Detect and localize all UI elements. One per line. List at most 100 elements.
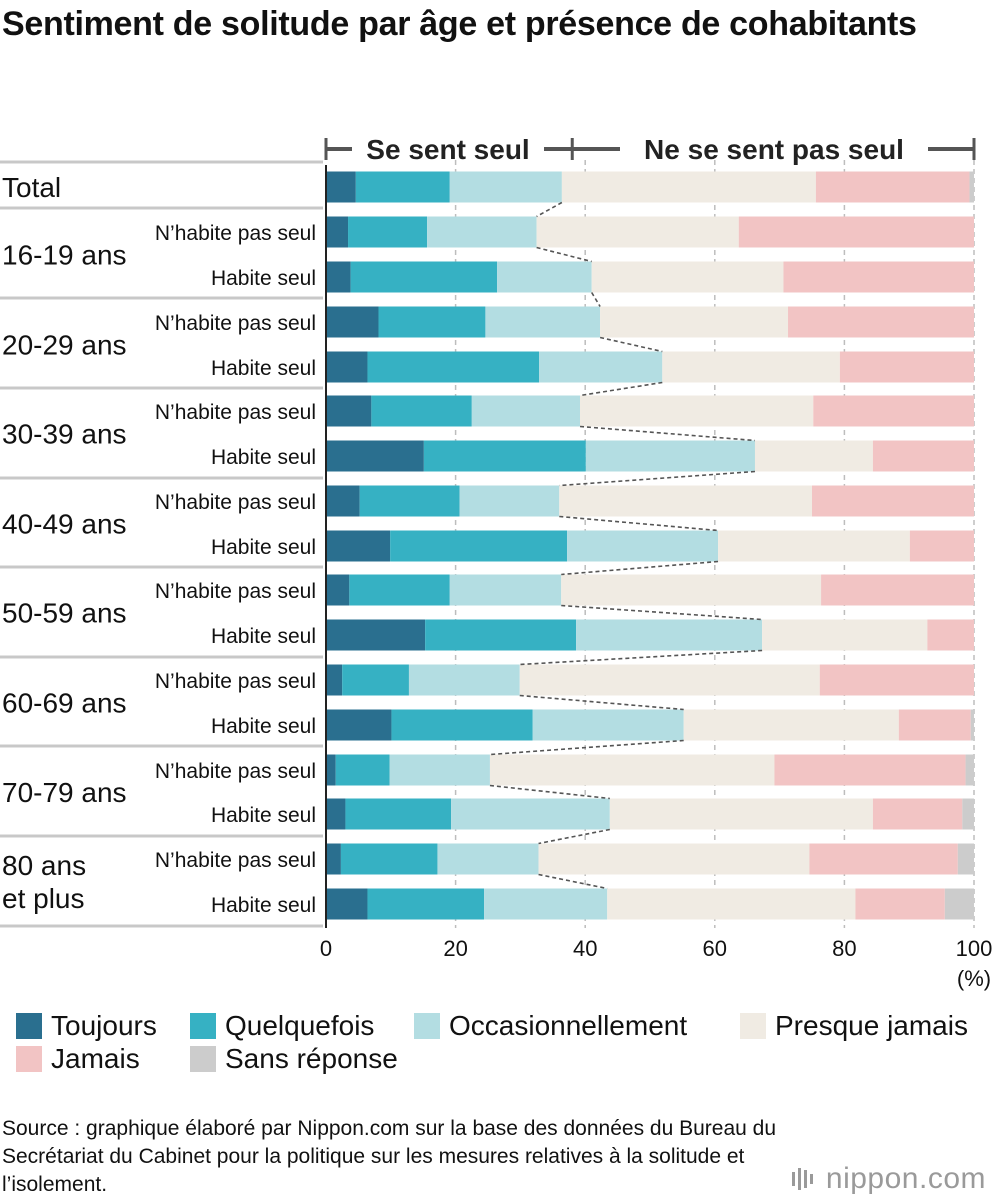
x-tick-label: 20	[443, 936, 467, 961]
row-label: Habite seul	[211, 625, 316, 648]
bar-segment	[567, 530, 719, 562]
connector-line	[559, 515, 719, 532]
group-label: 50-59 ans	[2, 598, 127, 629]
nippon-logo: nippon.com	[790, 1162, 986, 1196]
connector-line	[489, 739, 684, 756]
bar-segment	[345, 798, 452, 830]
connector-line	[538, 873, 608, 890]
bar-segment	[839, 351, 974, 383]
bar-segment	[423, 440, 586, 472]
bar-segment	[821, 574, 974, 606]
bar-segment	[813, 395, 974, 427]
bar-segment	[326, 306, 379, 338]
x-tick-label: 0	[320, 936, 332, 961]
bar-segment	[335, 754, 390, 786]
bar-segment	[561, 574, 822, 606]
bar-segment	[815, 171, 970, 203]
bar-segment	[471, 395, 581, 427]
group-label: 80 ans	[2, 850, 86, 881]
row-label: N’habite pas seul	[155, 580, 316, 603]
bar-segment	[762, 619, 928, 651]
bar-segment	[425, 619, 577, 651]
row-label: N’habite pas seul	[155, 670, 316, 693]
legend-swatch	[740, 1013, 766, 1039]
bar-segment	[326, 440, 424, 472]
connector-line	[561, 560, 719, 576]
row-label: N’habite pas seul	[155, 849, 316, 872]
row-label: Habite seul	[211, 446, 316, 469]
connector-line	[536, 201, 563, 218]
bar-segment	[326, 619, 426, 651]
bar-segment	[609, 798, 873, 830]
bar-segment	[350, 261, 498, 293]
logo-mark-icon	[791, 1168, 813, 1190]
bar-segment	[326, 798, 346, 830]
bar-segment	[449, 574, 562, 606]
legend-label: Sans réponse	[225, 1043, 398, 1074]
bar-segment	[962, 798, 974, 830]
bar-segment	[591, 261, 784, 293]
bar-segment	[348, 216, 428, 248]
bar-segment	[561, 171, 816, 203]
bar-segment	[957, 843, 974, 875]
bar-segment	[927, 619, 974, 651]
bracket-label-pas-seul: Ne se sent pas seul	[644, 134, 904, 165]
bar-segment	[559, 485, 812, 517]
chart-title: Sentiment de solitude par âge et présenc…	[2, 5, 917, 43]
group-label: Total	[2, 172, 61, 203]
row-label: N’habite pas seul	[155, 312, 316, 335]
bar-segment	[898, 709, 971, 741]
bar-segment	[738, 216, 974, 248]
legend-label: Occasionnellement	[449, 1010, 688, 1041]
bar-segment	[359, 485, 460, 517]
bar-segment	[326, 485, 360, 517]
bar-segment	[683, 709, 899, 741]
row-label: Habite seul	[211, 894, 316, 917]
bar-segment	[371, 395, 472, 427]
connector-line	[590, 292, 601, 307]
bar-segment	[969, 171, 974, 203]
bar-segment	[427, 216, 537, 248]
bar-segment	[390, 530, 568, 562]
bar-segment	[576, 619, 763, 651]
row-label: N’habite pas seul	[155, 491, 316, 514]
row-label: Habite seul	[211, 267, 316, 290]
group-label: 30-39 ans	[2, 419, 127, 450]
bar-segment	[326, 888, 368, 920]
legend-label: Jamais	[51, 1043, 140, 1074]
connector-line	[489, 784, 610, 800]
row-label: Habite seul	[211, 804, 316, 827]
bar-segment	[944, 888, 974, 920]
connector-line	[599, 336, 663, 353]
x-tick-label: 100	[956, 936, 993, 961]
bracket-label-seul: Se sent seul	[366, 134, 529, 165]
legend-item-sans-reponse: Sans réponse	[190, 1043, 398, 1075]
bar-segment	[349, 574, 450, 606]
connector-line	[536, 246, 592, 263]
legend-swatch	[414, 1013, 440, 1039]
bar-segment	[812, 485, 974, 517]
bar-segment	[718, 530, 910, 562]
connector-line	[561, 604, 763, 621]
bar-segment	[774, 754, 966, 786]
bar-segment	[519, 664, 820, 696]
row-label: Habite seul	[211, 357, 316, 380]
bar-segment	[532, 709, 684, 741]
connector-line	[519, 694, 684, 711]
bar-segment	[970, 709, 974, 741]
bar-segment	[489, 754, 775, 786]
bar-segment	[367, 351, 540, 383]
legend-label: Presque jamais	[775, 1010, 968, 1041]
bar-segment	[326, 574, 350, 606]
stacked-bar-chart: Se sent seul Ne se sent pas seul Total 16-1…	[0, 134, 993, 991]
bar-segment	[355, 171, 450, 203]
legend-item-quelquefois: Quelquefois	[190, 1010, 374, 1042]
bar-segment	[909, 530, 974, 562]
bar-segment	[391, 709, 533, 741]
x-unit-label: (%)	[957, 966, 991, 991]
legend-item-occasionnellement: Occasionnellement	[414, 1010, 687, 1042]
bar-segment	[340, 843, 438, 875]
bar-segment	[326, 216, 349, 248]
bar-segment	[326, 843, 341, 875]
bar-segment	[459, 485, 560, 517]
